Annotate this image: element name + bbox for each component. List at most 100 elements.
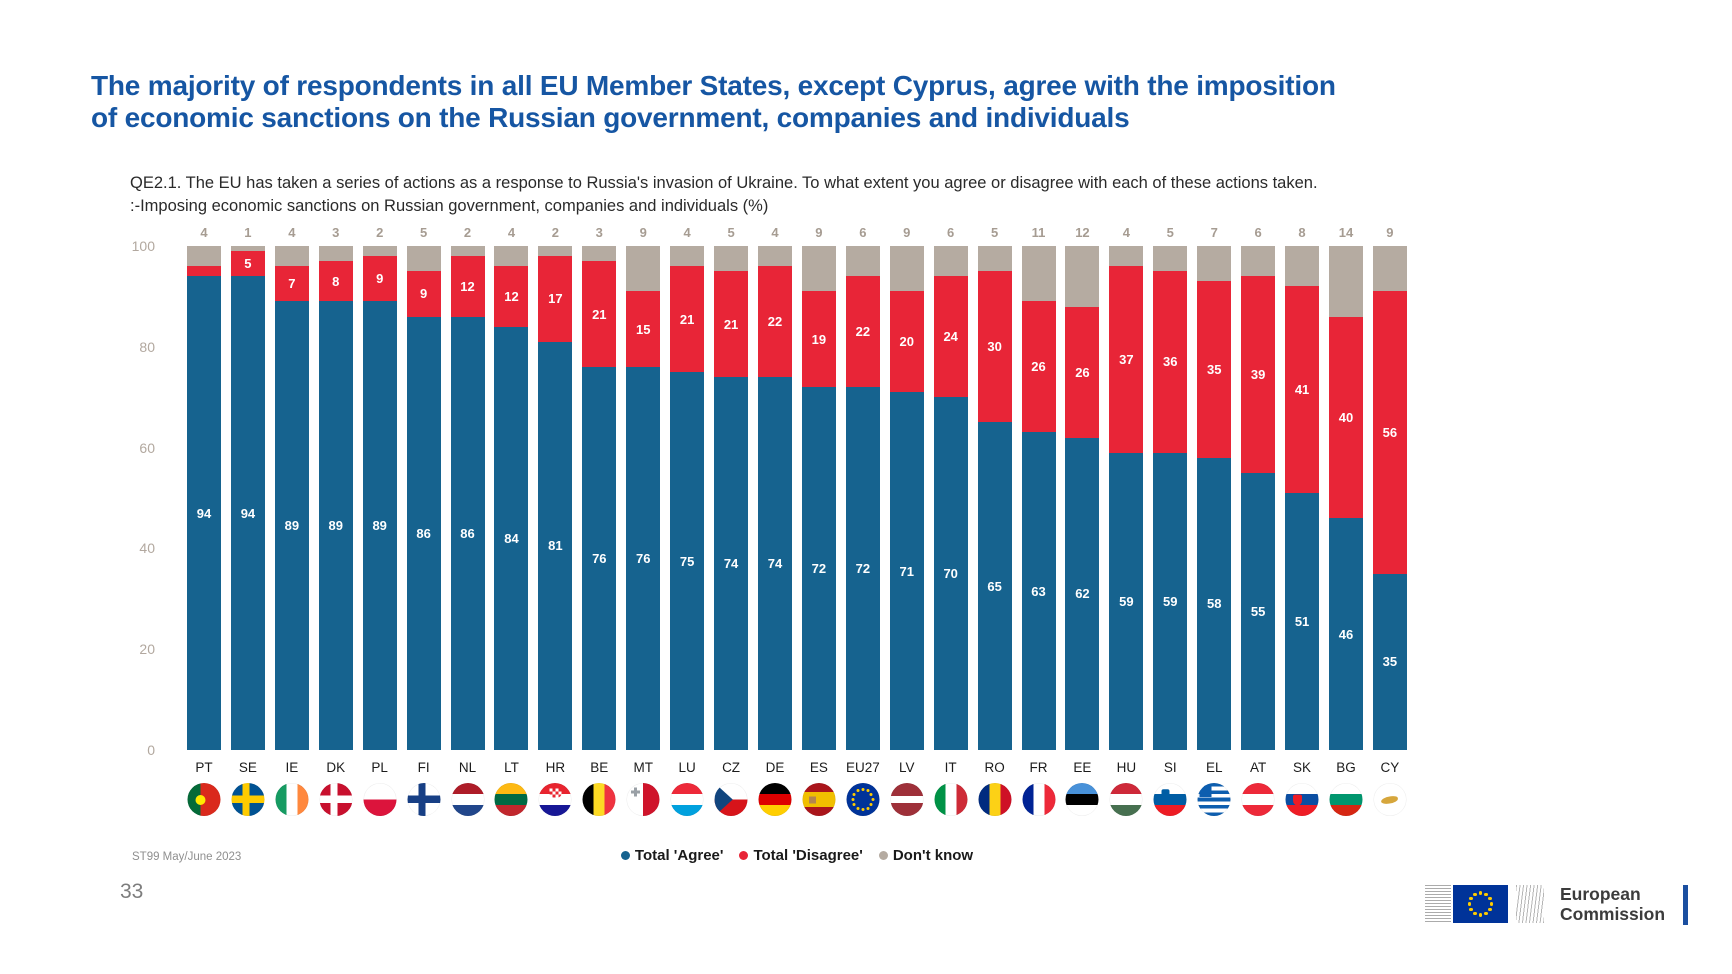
legend-label-agree: Total 'Agree' <box>634 847 724 864</box>
agree-value-label: 70 <box>943 566 958 582</box>
dontknow-value-label: 8 <box>1298 225 1306 240</box>
bar-column-FR: 11 26 63 FR <box>1021 225 1056 816</box>
eu-star-icon <box>871 798 875 801</box>
agree-value-label: 72 <box>811 561 827 577</box>
dontknow-value-label: 5 <box>1166 225 1174 240</box>
bar-segment-disagree: 22 <box>845 276 880 388</box>
page-number: 33 <box>120 880 144 903</box>
bar-segment-agree: 62 <box>1065 437 1100 750</box>
agree-value-label: 94 <box>196 505 212 521</box>
country-flag-icon-BG <box>1329 783 1363 816</box>
bar-column-MT: 9 15 76 MT <box>626 225 661 816</box>
eu-star-icon <box>1478 913 1483 917</box>
country-code-label: LV <box>898 760 915 775</box>
disagree-value-label: 35 <box>1206 361 1222 377</box>
logo-text-line1: European <box>1560 884 1641 904</box>
eu-star-icon <box>869 803 873 806</box>
country-flag-icon-AT <box>1241 783 1275 816</box>
bar-segment-agree: 76 <box>626 366 661 750</box>
dontknow-value-label: 2 <box>376 225 384 240</box>
country-flag-icon-HR <box>538 783 572 816</box>
bar-column-SK: 8 41 51 SK <box>1285 225 1320 816</box>
country-flag-icon-HU <box>1109 783 1143 816</box>
bar-column-LU: 4 21 75 LU <box>670 225 705 816</box>
bar-column-EL: 7 35 58 EL <box>1197 225 1232 816</box>
eu-star-icon <box>866 789 870 793</box>
dontknow-value-label: 3 <box>332 225 340 240</box>
bar-segment-disagree: 30 <box>977 271 1012 423</box>
bar-segment-agree: 89 <box>362 301 397 750</box>
logo-text: European Commission <box>1560 884 1665 924</box>
bar-segment-dontknow <box>1328 246 1363 317</box>
dontknow-value-label: 4 <box>771 225 779 240</box>
bar-segment-agree: 51 <box>1285 492 1320 750</box>
country-code-label: LT <box>504 760 519 775</box>
country-code-label: SK <box>1293 760 1312 775</box>
country-code-label: ES <box>809 760 828 775</box>
country-flag-icon-LT <box>494 783 528 816</box>
bar-segment-disagree: 26 <box>1021 301 1056 433</box>
country-flag-icon-CZ <box>714 783 748 816</box>
flag-emblem-icon <box>1161 789 1170 800</box>
flag-emblem-icon <box>846 783 879 816</box>
country-flag-icon-DE <box>758 783 792 816</box>
dontknow-value-label: 6 <box>1254 225 1262 240</box>
country-code-label: CY <box>1380 760 1400 775</box>
disagree-value-label: 26 <box>1031 359 1046 375</box>
dontknow-value-label: 6 <box>947 225 955 240</box>
country-code-label: EU27 <box>845 760 880 775</box>
logo-text-line2: Commission <box>1560 904 1666 924</box>
country-code-label: NL <box>458 760 477 775</box>
bar-column-IT: 6 24 70 IT <box>933 225 968 816</box>
bar-segment-disagree: 24 <box>933 276 968 398</box>
eu-star-icon <box>1484 892 1488 897</box>
dontknow-legend-dot-icon <box>878 851 888 860</box>
agree-value-label: 89 <box>372 518 387 534</box>
country-flag-icon-LV <box>890 783 924 816</box>
disagree-value-label: 41 <box>1294 382 1310 398</box>
flag-emblem-icon <box>1380 794 1399 805</box>
agree-value-label: 72 <box>855 561 871 577</box>
agree-value-label: 76 <box>592 550 607 566</box>
country-code-label: IE <box>285 760 299 775</box>
bar-segment-dontknow <box>1372 246 1407 292</box>
eu-star-icon <box>1473 911 1477 916</box>
country-flag-icon-LU <box>670 783 704 816</box>
country-code-label: HR <box>545 760 566 775</box>
disagree-value-label: 21 <box>723 316 739 332</box>
dontknow-value-label: 9 <box>903 225 911 240</box>
country-flag-icon-BE <box>582 783 616 816</box>
dontknow-value-label: 4 <box>683 225 691 240</box>
bar-segment-dontknow <box>1153 246 1188 272</box>
country-code-label: BG <box>1336 760 1356 775</box>
bar-column-DK: 3 8 89 DK <box>318 225 353 816</box>
bar-column-HU: 4 37 59 HU <box>1109 225 1144 816</box>
country-code-label: AT <box>1250 760 1267 775</box>
bar-segment-agree: 86 <box>450 316 485 750</box>
country-flag-icon-SI <box>1153 783 1187 816</box>
bar-column-LV: 9 20 71 LV <box>889 225 924 816</box>
disagree-value-label: 9 <box>419 286 428 302</box>
bar-segment-agree: 63 <box>1021 432 1056 750</box>
agree-value-label: 51 <box>1294 613 1310 629</box>
bar-segment-disagree: 22 <box>757 266 792 378</box>
legend-item-agree: Total 'Agree' <box>620 847 724 864</box>
bar-segment-agree: 84 <box>494 326 529 750</box>
agree-value-label: 59 <box>1119 593 1134 609</box>
y-axis-tick-label: 80 <box>139 338 155 355</box>
bar-segment-dontknow <box>845 246 880 277</box>
dontknow-value-label: 4 <box>288 225 296 240</box>
bar-segment-agree: 89 <box>274 301 309 750</box>
agree-value-label: 86 <box>416 525 431 541</box>
eu-star-icon <box>869 793 873 796</box>
bar-segment-agree: 86 <box>406 316 441 750</box>
country-code-label: SE <box>238 760 257 775</box>
bar-segment-agree: 46 <box>1328 518 1363 750</box>
bar-segment-agree: 89 <box>318 301 353 750</box>
country-flag-icon-DK <box>319 783 353 816</box>
dontknow-value-label: 9 <box>815 225 823 240</box>
agree-value-label: 35 <box>1382 654 1398 670</box>
bar-segment-agree: 35 <box>1372 573 1407 750</box>
country-code-label: FR <box>1029 760 1048 775</box>
country-flag-icon-EU27 <box>846 783 880 816</box>
